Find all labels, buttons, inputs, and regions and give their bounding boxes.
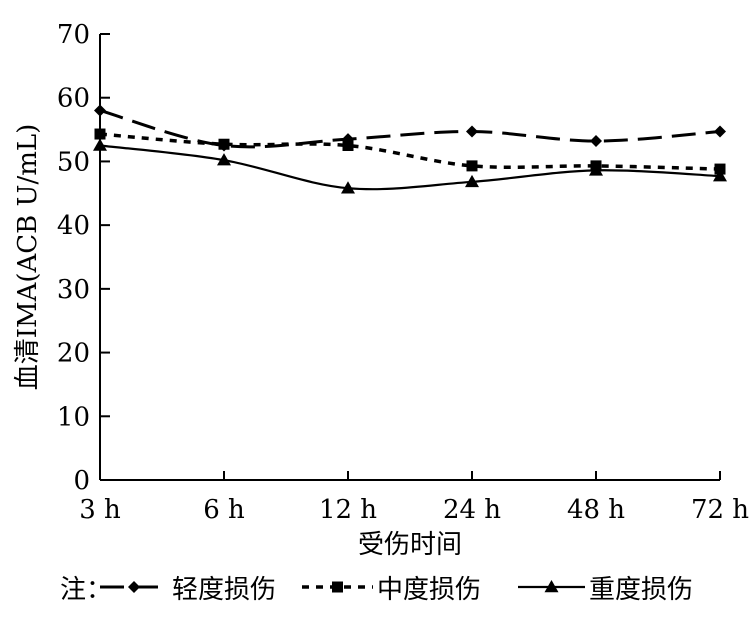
data-point-series-2: [465, 174, 479, 188]
x-tick-label: 12 h: [319, 495, 377, 525]
y-tick-label: 0: [73, 466, 90, 496]
data-point-series-1: [466, 160, 478, 172]
data-point-series-1: [342, 140, 354, 151]
y-tick-label: 10: [57, 402, 90, 432]
x-tick-label: 3 h: [79, 495, 121, 525]
series-line-0: [99, 109, 721, 149]
data-point-series-0: [590, 135, 602, 148]
y-tick-label: 70: [57, 20, 90, 50]
legend-prefix: 注：: [60, 575, 112, 605]
x-tick-label: 24 h: [443, 495, 501, 525]
legend-marker-0: [128, 581, 140, 593]
data-point-series-2: [589, 163, 603, 176]
x-tick-label: 48 h: [567, 495, 625, 525]
series-line-1: [99, 132, 721, 171]
data-point-series-2: [93, 138, 107, 151]
y-tick-label: 50: [57, 147, 90, 177]
series-layer: [93, 104, 727, 194]
x-tick-label: 6 h: [203, 495, 245, 525]
legend-label-1: 中度损伤: [377, 575, 481, 605]
data-point-series-1: [218, 138, 230, 150]
data-point-series-1: [94, 128, 106, 140]
data-point-series-2: [713, 169, 727, 182]
data-point-series-2: [341, 181, 355, 194]
data-point-series-1: [714, 163, 726, 175]
data-point-series-0: [466, 125, 478, 138]
x-axis-title: 受伤时间: [358, 530, 462, 560]
y-tick-label: 20: [57, 339, 90, 369]
y-axis-title: 血清IMA(ACB U/mL): [13, 124, 43, 391]
legend-marker-1: [332, 581, 343, 593]
x-ticks: 3 h 6 h 12 h 24 h 48 h 72 h: [79, 471, 749, 525]
data-point-series-0: [94, 104, 106, 117]
y-tick-label: 30: [57, 275, 90, 305]
legend-label-0: 轻度损伤: [172, 575, 276, 605]
legend-marker-2: [544, 580, 559, 593]
legend: 注： 轻度损伤 中度损伤 重度损伤: [60, 575, 693, 605]
y-tick-label: 60: [57, 84, 90, 114]
series-line-2: [99, 144, 721, 191]
axes: [99, 34, 720, 481]
legend-label-2: 重度损伤: [589, 575, 693, 605]
y-tick-label: 40: [57, 211, 90, 241]
x-tick-label: 72 h: [691, 495, 749, 525]
data-point-series-0: [714, 125, 726, 138]
data-point-series-2: [217, 153, 231, 166]
y-ticks: 0 10 20 30 40 50 60 70: [57, 20, 110, 496]
